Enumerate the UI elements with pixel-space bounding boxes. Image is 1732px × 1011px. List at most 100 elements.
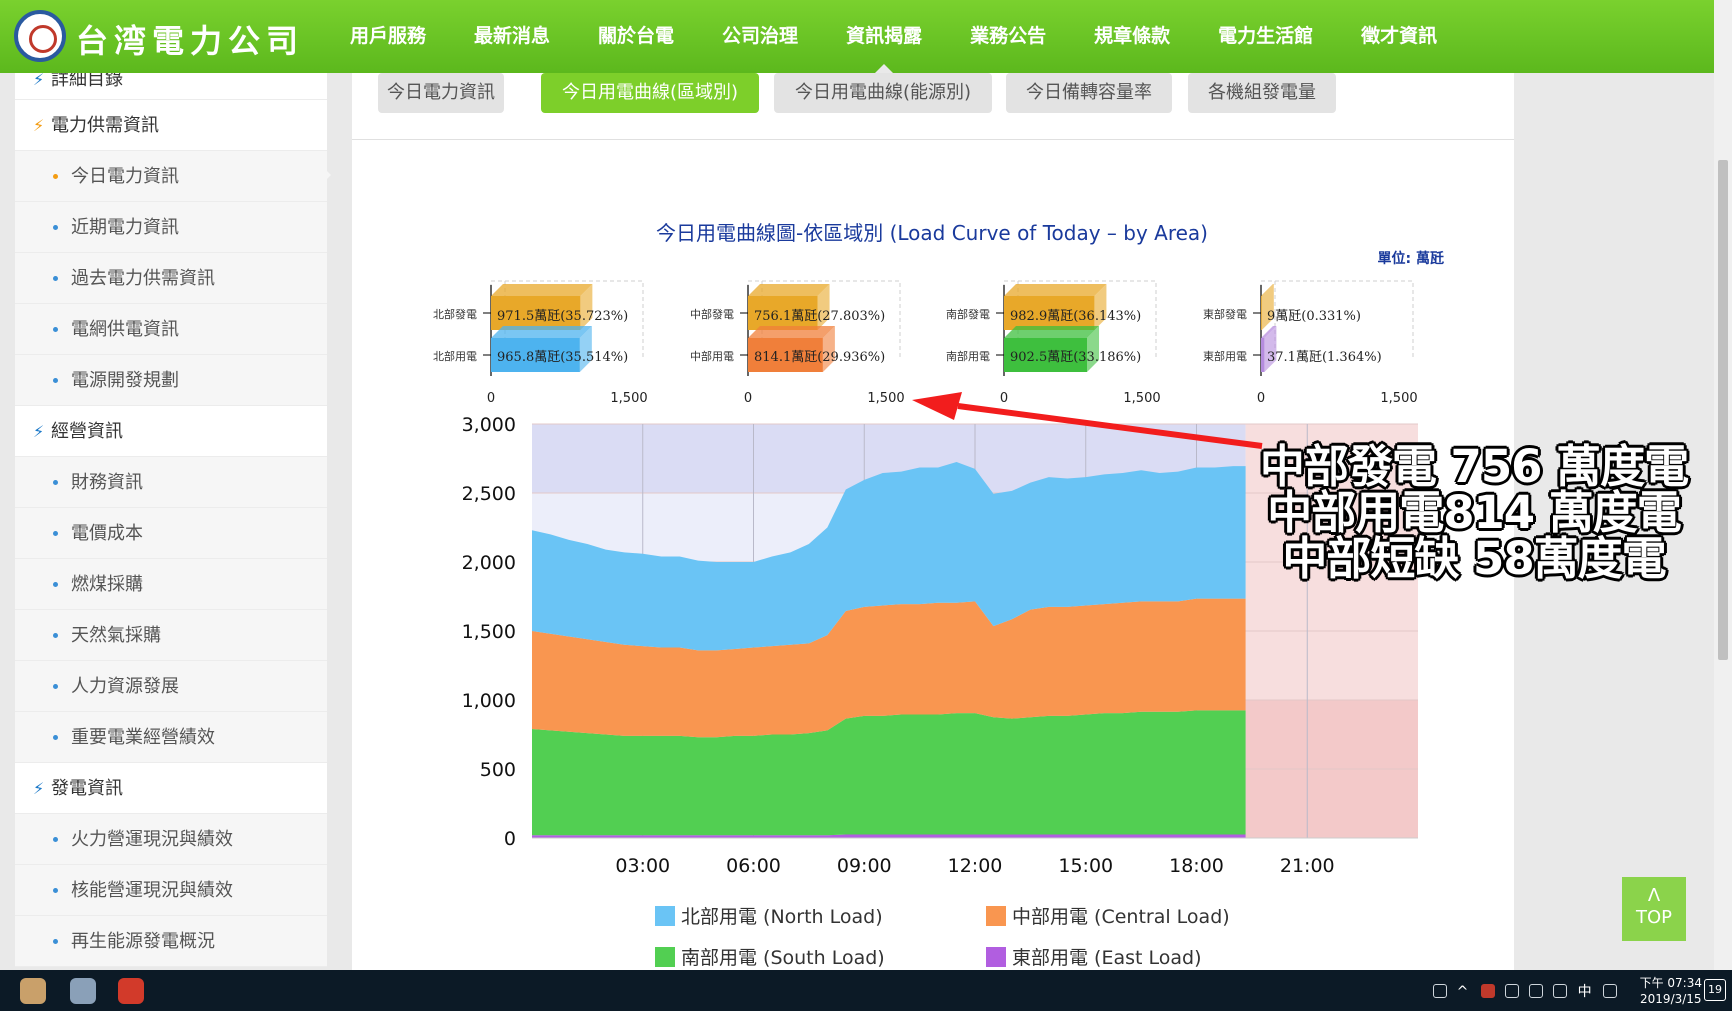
sidebar-item-17[interactable]: 再生能源發電概況 (15, 916, 327, 967)
bolt-icon: ⚡ (33, 116, 45, 135)
y-tick-label: 3,000 (462, 414, 516, 436)
x-tick-label: 12:00 (948, 855, 1003, 877)
gen-bar-side (1261, 284, 1274, 330)
load-category-label: 南部用電 (946, 349, 990, 363)
nav-item-8[interactable]: 徵才資訊 (1361, 25, 1438, 47)
y-tick-label: 2,000 (462, 552, 516, 574)
clock-time: 下午 07:34 (1639, 975, 1702, 990)
sidebar-item-label: 經營資訊 (51, 421, 123, 442)
battery-icon[interactable] (1504, 983, 1519, 998)
sidebar-item-label: 火力營運現況與績效 (71, 829, 233, 850)
y-tick-label: 500 (480, 759, 516, 781)
tab-0[interactable]: 今日電力資訊 (378, 73, 504, 113)
sidebar-item-15[interactable]: 火力營運現況與績效 (15, 814, 327, 865)
nav-item-6[interactable]: 規章條款 (1094, 25, 1171, 47)
load-bar-top (1261, 326, 1277, 338)
taipower-logo-icon[interactable] (14, 10, 66, 62)
gen-bar-label: 9萬瓩(0.331%) (1267, 309, 1361, 324)
taskbar-app-bird-icon[interactable] (20, 978, 46, 1004)
taskbar-app-gear-icon[interactable] (70, 978, 96, 1004)
bar-x-tick-label: 1,500 (867, 391, 904, 406)
sidebar-section-1[interactable]: ⚡ 電力供需資訊 (15, 100, 327, 151)
load-bar-side (1087, 326, 1100, 372)
x-tick-label: 18:00 (1169, 855, 1224, 877)
sidebar-section-7[interactable]: ⚡ 經營資訊 (15, 406, 327, 457)
tab-1[interactable]: 今日用電曲線(區域別) (541, 73, 759, 113)
nav-item-5[interactable]: 業務公告 (970, 25, 1047, 47)
volume-icon[interactable] (1552, 983, 1567, 998)
ime-indicator[interactable]: 中 (1577, 983, 1592, 1000)
sidebar-item-label: 人力資源發展 (71, 676, 179, 697)
keyboard-icon[interactable] (1602, 983, 1617, 998)
taskbar: ^ 中 下午 07:34 2019/3/15 19 (0, 970, 1732, 1011)
bullet-icon (53, 327, 58, 332)
gen-bar-side (580, 284, 593, 330)
bullet-icon (53, 888, 58, 893)
sidebar-section-14[interactable]: ⚡ 發電資訊 (15, 763, 327, 814)
chart-unit-label: 單位: 萬瓩 (1378, 250, 1444, 267)
load-bar (1261, 338, 1265, 372)
sidebar-item-11[interactable]: 天然氣採購 (15, 610, 327, 661)
annotation-text: 中部發電 756 萬度電 中部用電814 萬度電 中部短缺 58萬度電 (1244, 444, 1704, 582)
load-bar-top (1004, 326, 1100, 338)
gen-bar (1004, 296, 1095, 330)
vertical-scrollbar[interactable] (1714, 0, 1732, 970)
sidebar-item-6[interactable]: 電源開發規劃 (15, 355, 327, 406)
gen-bar (1261, 296, 1262, 330)
tab-4[interactable]: 各機組發電量 (1188, 73, 1336, 113)
tab-2[interactable]: 今日用電曲線(能源別) (774, 73, 992, 113)
tab-divider (352, 139, 1514, 140)
sidebar-item-5[interactable]: 電網供電資訊 (15, 304, 327, 355)
sidebar-item-8[interactable]: 財務資訊 (15, 457, 327, 508)
annotation-arrow-line (957, 403, 1263, 449)
annotation-line-1: 中部發電 756 萬度電 (1259, 440, 1689, 493)
sidebar-item-2[interactable]: 今日電力資訊 (15, 151, 327, 202)
taskbar-app-red-icon[interactable] (118, 978, 144, 1004)
sidebar-item-label: 電力供需資訊 (51, 115, 159, 136)
nav-item-7[interactable]: 電力生活館 (1218, 25, 1314, 47)
load-bar (1004, 338, 1088, 372)
sidebar-item-3[interactable]: 近期電力資訊 (15, 202, 327, 253)
sidebar-item-13[interactable]: 重要電業經營績效 (15, 712, 327, 763)
nav-item-4[interactable]: 資訊揭露 (822, 0, 946, 73)
area-series-east (532, 834, 1246, 838)
sidebar-item-label: 電源開發規劃 (71, 370, 179, 391)
sidebar-item-9[interactable]: 電價成本 (15, 508, 327, 559)
annotation-line-2: 中部用電814 萬度電 (1267, 486, 1682, 539)
bolt-icon: ⚡ (33, 422, 45, 441)
sidebar-item-12[interactable]: 人力資源發展 (15, 661, 327, 712)
tab-3[interactable]: 今日備轉容量率 (1006, 73, 1172, 113)
sidebar-item-label: 今日電力資訊 (71, 166, 179, 187)
sidebar-item-4[interactable]: 過去電力供需資訊 (15, 253, 327, 304)
sidebar-item-catalog[interactable]: ⚡ 詳細目錄 (15, 73, 327, 100)
sidebar-item-label: 近期電力資訊 (71, 217, 179, 238)
load-category-label: 北部用電 (433, 349, 477, 363)
nav-item-1[interactable]: 最新消息 (474, 25, 551, 47)
chevron-up-icon[interactable]: ^ (1456, 983, 1469, 1000)
annotation-line-3: 中部短缺 58萬度電 (1282, 532, 1666, 585)
area-bar-group-1: 756.1萬瓩(27.803%) 814.1萬瓩(29.936%) 中部發電中部用電… (690, 280, 905, 406)
gen-category-label: 南部發電 (946, 307, 990, 321)
clock[interactable]: 下午 07:34 2019/3/15 (1640, 975, 1702, 1007)
nav-item-2[interactable]: 關於台電 (598, 25, 675, 47)
site-logo-text[interactable]: 台湾電力公司 (76, 22, 305, 60)
wifi-icon[interactable] (1528, 983, 1543, 998)
bullet-icon (53, 378, 58, 383)
gen-bar-label: 971.5萬瓩(35.723%) (497, 309, 628, 324)
sidebar-item-10[interactable]: 燃煤採購 (15, 559, 327, 610)
back-to-top-button[interactable]: Λ TOP (1622, 877, 1686, 941)
notification-center-icon[interactable]: 19 (1704, 979, 1726, 1001)
sidebar-item-label: 過去電力供需資訊 (71, 268, 215, 289)
nav-item-3[interactable]: 公司治理 (722, 25, 799, 47)
gen-bar-label: 982.9萬瓩(36.143%) (1010, 309, 1141, 324)
nav-item-0[interactable]: 用戶服務 (350, 25, 427, 47)
bullet-icon (53, 225, 58, 230)
people-icon[interactable] (1432, 983, 1447, 998)
area-bar-group-2: 982.9萬瓩(36.143%) 902.5萬瓩(33.186%) 南部發電南部用電… (946, 280, 1161, 406)
load-bar-side (579, 326, 592, 372)
sidebar-item-16[interactable]: 核能營運現況與績效 (15, 865, 327, 916)
security-icon[interactable] (1480, 983, 1495, 998)
gen-bar (748, 296, 818, 330)
scrollbar-thumb[interactable] (1718, 160, 1728, 660)
sidebar-item-label: 燃煤採購 (71, 574, 143, 595)
